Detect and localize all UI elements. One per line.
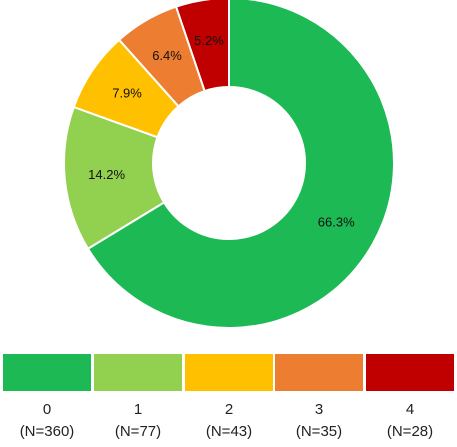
legend-category-4: 4	[405, 401, 415, 418]
legend-swatch-1	[94, 354, 182, 391]
legend-item-4: 4 (N=28)	[366, 354, 454, 442]
donut-chart: 5.2% 6.4% 7.9% 14.2% 66.3%	[63, 0, 395, 329]
slice-label-2: 7.9%	[112, 86, 142, 101]
legend-swatch-2	[185, 354, 273, 391]
legend-item-1: 1 (N=77)	[94, 354, 182, 442]
slice-label-3: 6.4%	[152, 48, 182, 63]
slice-label-1: 14.2%	[88, 167, 125, 182]
slice-label-0: 66.3%	[318, 215, 355, 230]
legend-count-4: (N=28)	[386, 423, 434, 440]
legend-swatch-3	[275, 354, 363, 391]
legend: 0 (N=360) 1 (N=77) 2 (N=43) 3 (N=35) 4 (…	[3, 354, 454, 447]
legend-count-1: (N=77)	[114, 423, 162, 440]
legend-category-1: 1	[133, 401, 143, 418]
legend-count-0: (N=360)	[19, 423, 75, 440]
slice-0	[86, 0, 395, 329]
legend-category-3: 3	[314, 401, 324, 418]
legend-count-2: (N=43)	[205, 423, 253, 440]
legend-item-2: 2 (N=43)	[185, 354, 273, 442]
legend-swatch-0	[3, 354, 91, 391]
legend-count-3: (N=35)	[295, 423, 343, 440]
legend-item-3: 3 (N=35)	[275, 354, 363, 442]
slice-label-4: 5.2%	[194, 33, 224, 48]
legend-swatch-4	[366, 354, 454, 391]
legend-category-2: 2	[224, 401, 234, 418]
legend-category-0: 0	[42, 401, 52, 418]
legend-item-0: 0 (N=360)	[3, 354, 91, 442]
